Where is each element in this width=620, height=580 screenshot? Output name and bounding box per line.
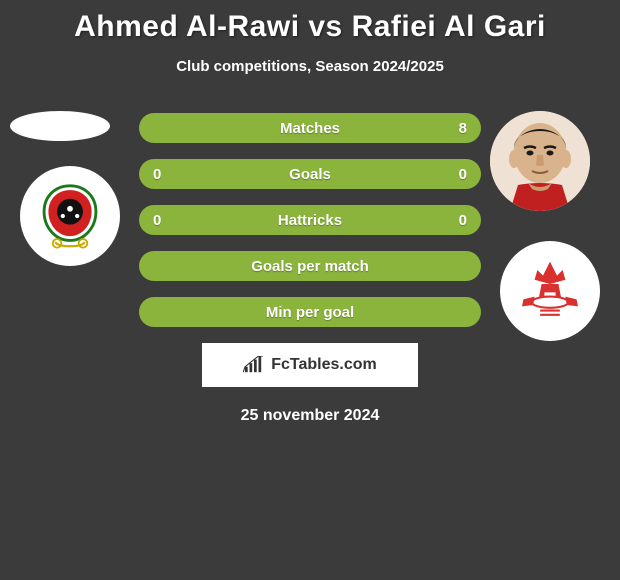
stat-label: Hattricks [278,212,342,229]
stat-left-value: 0 [153,166,161,183]
stat-left-value: 0 [153,212,161,229]
stat-label: Goals [289,166,331,183]
chart-icon [243,356,265,374]
stat-row-hattricks: 0 Hattricks 0 [139,205,481,235]
player-left-avatar [10,111,110,141]
stat-right-value: 8 [459,120,467,137]
stat-row-min-per-goal: Min per goal [139,297,481,327]
brand-text: FcTables.com [271,356,377,374]
stat-label: Min per goal [266,304,354,321]
subtitle: Club competitions, Season 2024/2025 [0,58,620,75]
player-right-avatar [490,111,590,211]
stat-right-value: 0 [459,166,467,183]
club-left-logo [20,166,120,266]
date-text: 25 november 2024 [0,407,620,425]
page-title: Ahmed Al-Rawi vs Rafiei Al Gari [0,0,620,44]
stat-label: Goals per match [251,258,369,275]
club-right-logo [500,241,600,341]
stat-row-matches: Matches 8 [139,113,481,143]
stat-label: Matches [280,120,340,137]
stat-bars: Matches 8 0 Goals 0 0 Hattricks 0 Goals … [139,111,481,327]
brand-box: FcTables.com [202,343,418,387]
stat-row-goals: 0 Goals 0 [139,159,481,189]
stats-area: Matches 8 0 Goals 0 0 Hattricks 0 Goals … [0,111,620,425]
stat-row-goals-per-match: Goals per match [139,251,481,281]
stat-right-value: 0 [459,212,467,229]
